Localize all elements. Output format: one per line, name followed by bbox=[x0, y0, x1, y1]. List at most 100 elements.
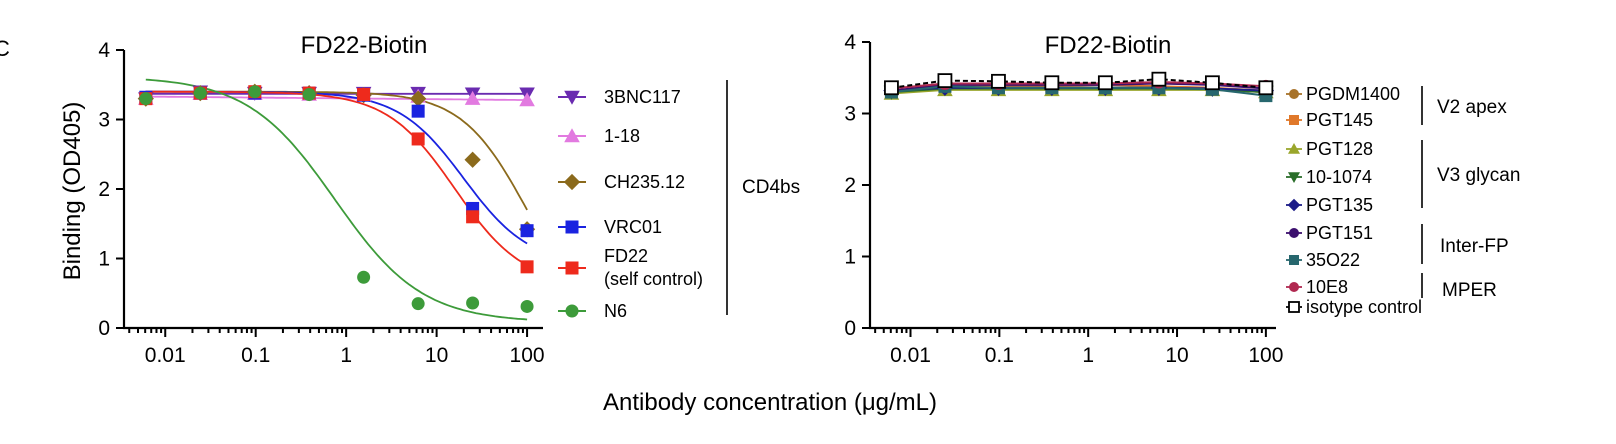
legend-marker-symbol bbox=[1288, 172, 1300, 183]
y-tick-label: 2 bbox=[844, 174, 856, 197]
legend-marker bbox=[565, 304, 579, 318]
legend-marker-symbol bbox=[563, 173, 581, 191]
y-tick-label: 0 bbox=[98, 317, 110, 340]
legend-label-vrc01: VRC01 bbox=[604, 217, 662, 237]
x-tick-label: 1 bbox=[340, 344, 352, 367]
legend-marker bbox=[1289, 282, 1299, 292]
left-legend: 3BNC117 1-18 CH235.12 VRC01 FD22 (self c… bbox=[558, 80, 800, 321]
legend-item-pgt135: PGT135 bbox=[1286, 195, 1373, 215]
left-y-axis-title: Binding (OD405) bbox=[59, 102, 86, 281]
legend-label-10-1074: 10-1074 bbox=[1306, 167, 1372, 187]
fit-curve-fd22-self-control bbox=[145, 90, 528, 266]
legend-marker-symbol bbox=[1289, 228, 1299, 238]
data-point-n6 bbox=[139, 92, 153, 106]
legend-marker bbox=[1287, 198, 1301, 212]
data-point-1-18 bbox=[519, 92, 535, 107]
data-point-isotype-control bbox=[1258, 80, 1274, 96]
data-point-fd22-self-control bbox=[466, 210, 480, 224]
y-tick-label: 3 bbox=[844, 103, 856, 126]
legend-label-3bnc117: 3BNC117 bbox=[604, 87, 681, 107]
right-chart-title: FD22-Biotin bbox=[1045, 32, 1172, 59]
data-point-n6 bbox=[248, 85, 262, 99]
legend-item-35o22: 35O22 bbox=[1286, 250, 1360, 270]
legend-marker bbox=[564, 90, 580, 105]
legend-label-ch235-12: CH235.12 bbox=[604, 172, 685, 192]
legend-item-10e8: 10E8 bbox=[1286, 277, 1348, 297]
legend-label-fd22: FD22 (self control) bbox=[604, 246, 703, 289]
legend-item-pgt151: PGT151 bbox=[1286, 223, 1373, 243]
group-label-inter-fp: Inter-FP bbox=[1440, 236, 1509, 257]
panel-letter: C bbox=[0, 36, 10, 61]
data-point-isotype-control bbox=[991, 73, 1006, 89]
group-label-cd4bs: CD4bs bbox=[742, 177, 800, 198]
legend-label-pgdm1400: PGDM1400 bbox=[1306, 84, 1400, 104]
left-fit-curves bbox=[145, 78, 528, 321]
x-tick-label: 1 bbox=[1082, 344, 1094, 367]
data-point-n6 bbox=[520, 299, 534, 313]
group-label-v3-glycan: V3 glycan bbox=[1437, 165, 1520, 186]
legend-marker bbox=[1288, 172, 1300, 183]
legend-marker-symbol bbox=[1289, 89, 1299, 99]
legend-marker bbox=[1289, 89, 1299, 99]
fit-curve-isotype-control bbox=[891, 78, 1266, 89]
legend-marker-symbol bbox=[1289, 115, 1299, 125]
legend-marker bbox=[563, 173, 581, 191]
y-tick-label: 3 bbox=[98, 109, 110, 132]
fit-curve-ch235-12 bbox=[145, 90, 528, 211]
x-tick-label: 0.01 bbox=[145, 344, 186, 367]
data-point-isotype-control bbox=[884, 80, 899, 96]
legend-label-35o22: 35O22 bbox=[1306, 250, 1360, 270]
data-point-fd22-self-control bbox=[357, 87, 371, 101]
data-point-isotype-control bbox=[1151, 71, 1167, 87]
legend-marker-symbol bbox=[1289, 282, 1299, 292]
legend-marker-symbol bbox=[1289, 255, 1299, 265]
legend-marker bbox=[1288, 301, 1300, 313]
legend-label-isotype-control: isotype control bbox=[1306, 297, 1422, 317]
data-point-n6 bbox=[411, 297, 425, 311]
legend-marker bbox=[1288, 143, 1300, 154]
legend-item-pgt145: PGT145 bbox=[1286, 110, 1373, 130]
legend-item-ch235-12: CH235.12 bbox=[558, 172, 685, 192]
legend-item-isotype-control: isotype control bbox=[1286, 297, 1422, 317]
legend-marker bbox=[1289, 255, 1299, 265]
data-point-n6 bbox=[466, 296, 480, 310]
legend-marker-symbol bbox=[1288, 301, 1300, 313]
legend-item-fd22: FD22 (self control) bbox=[558, 246, 703, 289]
right-axis-ticks: 0 1 2 3 4 0.01 0.1 1 10 100 bbox=[844, 31, 1283, 367]
legend-label-10e8: 10E8 bbox=[1306, 277, 1348, 297]
x-tick-label: 0.1 bbox=[241, 344, 270, 367]
legend-marker bbox=[565, 261, 579, 275]
legend-label-pgt128: PGT128 bbox=[1306, 139, 1373, 159]
data-point-ch235-12 bbox=[464, 151, 481, 168]
left-axis-ticks: 0 1 2 3 4 0.01 0.1 1 10 100 bbox=[98, 39, 544, 367]
data-point-n6 bbox=[302, 87, 316, 101]
left-panel: FD22-Biotin Binding (OD405) 0 1 2 3 4 0.01 0.1… bbox=[59, 32, 545, 367]
data-point-isotype-control bbox=[1204, 75, 1220, 91]
left-data-points bbox=[137, 83, 536, 313]
data-point-isotype-control bbox=[937, 73, 953, 89]
x-tick-label: 100 bbox=[1248, 344, 1283, 367]
legend-marker bbox=[564, 128, 580, 143]
fit-curve-35o22 bbox=[891, 85, 1267, 97]
data-point-isotype-control bbox=[1044, 75, 1060, 91]
data-point-vrc01 bbox=[411, 104, 425, 118]
legend-marker-symbol bbox=[565, 304, 579, 318]
x-tick-label: 0.01 bbox=[890, 344, 931, 367]
legend-label-pgt151: PGT151 bbox=[1306, 223, 1373, 243]
legend-item-3bnc117: 3BNC117 bbox=[558, 87, 681, 107]
shared-x-axis-title: Antibody concentration (μg/mL) bbox=[603, 389, 937, 416]
data-point-fd22-self-control bbox=[520, 260, 534, 274]
legend-label-n6: N6 bbox=[604, 301, 627, 321]
legend-marker bbox=[1289, 115, 1299, 125]
x-tick-label: 0.1 bbox=[985, 344, 1014, 367]
legend-marker-symbol bbox=[565, 261, 579, 275]
data-point-ch235-12 bbox=[410, 90, 427, 107]
legend-label-line: (self control) bbox=[604, 269, 703, 289]
data-point-1-18 bbox=[464, 90, 481, 105]
legend-label-pgt135: PGT135 bbox=[1306, 195, 1373, 215]
legend-label-1-18: 1-18 bbox=[604, 126, 640, 146]
group-label-mper: MPER bbox=[1442, 280, 1497, 301]
fit-curve-pgt151 bbox=[891, 82, 1266, 92]
y-tick-label: 2 bbox=[98, 178, 110, 201]
